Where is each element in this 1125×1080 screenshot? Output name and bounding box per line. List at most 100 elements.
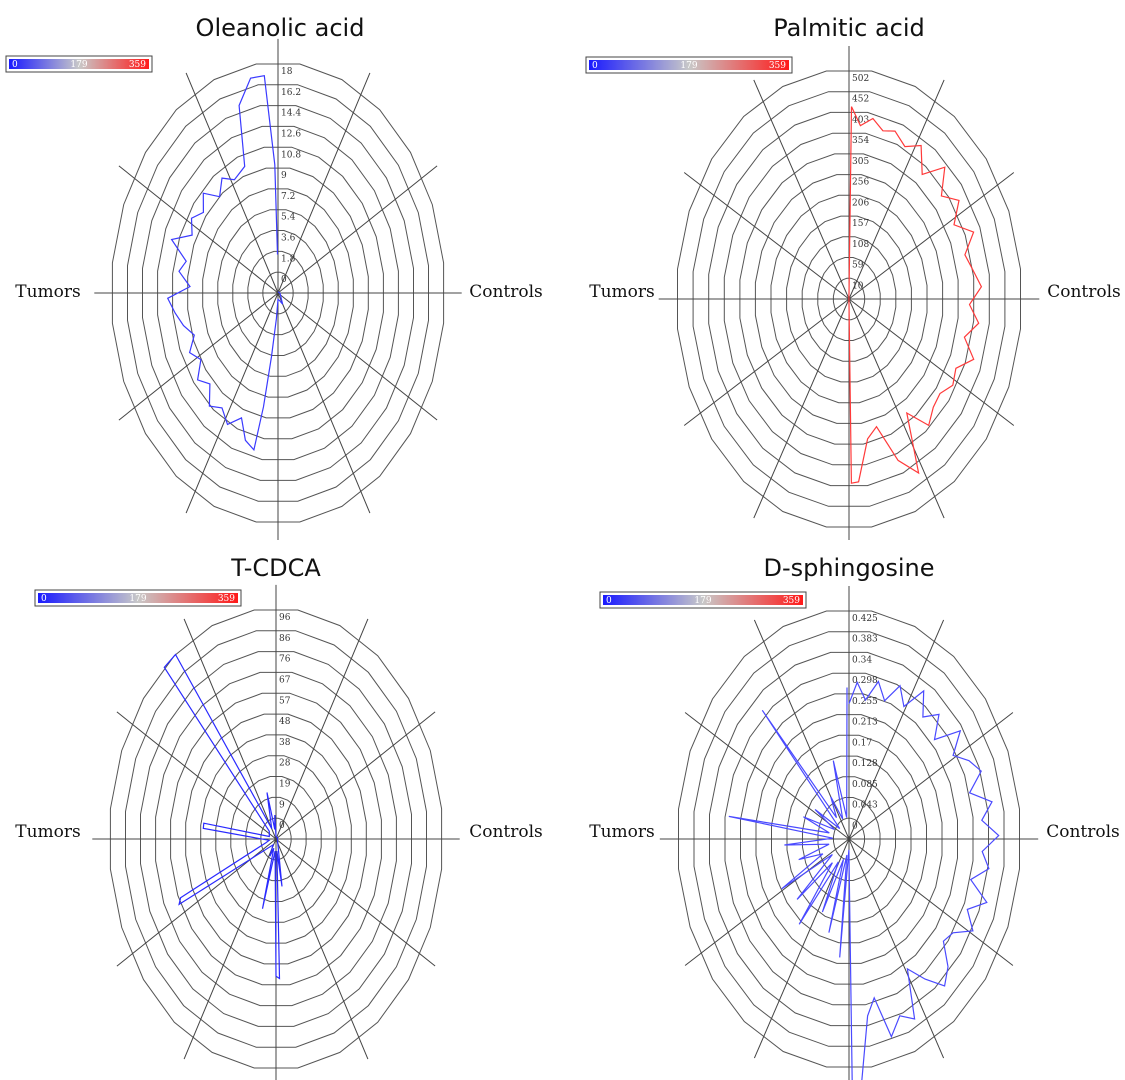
grid-spoke: [848, 838, 945, 1059]
grid-spoke: [684, 838, 850, 966]
radar-chart-oleanolic-acid: Oleanolic acid 0 179 359 1816.214.412.61…: [5, 14, 543, 540]
grid-ring: [802, 776, 896, 902]
colorbar-min-label: 0: [606, 596, 612, 606]
grid-spoke: [684, 712, 850, 840]
grid-spoke: [848, 298, 1015, 426]
radial-tick-label: 57: [279, 696, 291, 706]
grid-spoke: [683, 298, 850, 426]
grid-ring: [771, 734, 927, 944]
radial-tick-label: 28: [279, 759, 291, 769]
radial-tick-label: 256: [852, 178, 869, 188]
radial-tick-label: 1.8: [281, 254, 296, 264]
grid-ring: [709, 651, 989, 1027]
grid-ring: [262, 271, 294, 315]
grid-ring: [125, 630, 427, 1048]
radial-tick-label: 0.255: [852, 697, 878, 707]
polar-spokes: [92, 584, 460, 1080]
polar-grid: [109, 609, 443, 1069]
colorbar: 0 179 359: [585, 56, 793, 74]
grid-ring: [217, 209, 339, 377]
radial-tick-label: 14.4: [281, 109, 301, 119]
colorbar: 0 179 359: [599, 591, 807, 609]
data-series-line: [728, 680, 1000, 1080]
grid-ring: [109, 609, 443, 1069]
grid-spoke: [116, 711, 277, 840]
radar-chart-d-sphingosine: D-sphingosine 0 179 359 0.4250.3830.340.…: [589, 554, 1120, 1080]
radial-tick-label: 108: [852, 240, 869, 250]
grid-ring: [755, 714, 943, 964]
grid-ring: [678, 610, 1020, 1068]
grid-spoke: [118, 165, 279, 294]
polar-grid: [111, 63, 445, 523]
data-series-line: [166, 74, 284, 452]
colorbar-min-label: 0: [41, 594, 47, 604]
grid-spoke: [848, 712, 1014, 840]
grid-spoke: [275, 618, 369, 840]
radar-panel-palmitic-acid: Palmitic acid 0 179 359 502 452 403 354 305 2…: [563, 0, 1125, 540]
right-group-label: Controls: [1046, 822, 1120, 842]
grid-spoke: [753, 79, 850, 300]
radar-panel-oleanolic-acid: Oleanolic acid 0 179 359 18 16.2 14.4 12.6 1…: [0, 0, 562, 540]
polar-spokes: [94, 38, 462, 540]
chart-title: Palmitic acid: [773, 14, 925, 42]
grid-ring: [140, 651, 412, 1027]
grid-spoke: [185, 72, 279, 294]
grid-ring: [200, 734, 352, 944]
radial-tick-label: 0.043: [852, 801, 878, 811]
radial-tick-label: 0.34: [852, 655, 872, 665]
radial-tick-label: 18: [281, 67, 293, 77]
grid-spoke: [118, 292, 279, 421]
grid-spoke: [277, 292, 371, 514]
grid-spoke: [753, 298, 850, 519]
grid-spoke: [277, 72, 371, 294]
grid-spoke: [848, 619, 945, 840]
radial-tick-label: 305: [852, 157, 869, 167]
polar-spokes: [659, 586, 1039, 1080]
colorbar-min-label: 0: [592, 61, 598, 71]
grid-spoke: [848, 838, 1014, 966]
grid-ring: [740, 693, 958, 985]
grid-ring: [172, 146, 384, 440]
grid-ring: [230, 776, 322, 902]
grid-spoke: [275, 711, 436, 840]
radial-tick-label: 0.425: [852, 614, 878, 624]
radial-tick-labels: 0.425 0.383 0.34 0.298 0.255 0.213 0.17 0.128 0.…: [852, 614, 878, 831]
grid-ring: [754, 174, 944, 424]
colorbar-max-label: 359: [783, 596, 800, 606]
grid-spoke: [683, 172, 850, 300]
polar-grid: [677, 70, 1021, 528]
grid-ring: [157, 125, 399, 461]
grid-ring: [739, 153, 959, 445]
grid-spoke: [183, 618, 277, 840]
radial-tick-label: 502: [852, 74, 869, 84]
grid-ring: [127, 84, 429, 502]
colorbar-max-label: 359: [769, 61, 786, 71]
grid-ring: [245, 796, 307, 882]
radial-tick-label: 59: [852, 261, 864, 271]
colorbar-mid-label: 179: [129, 594, 146, 604]
colorbar-gradient: [9, 59, 149, 69]
right-group-label: Controls: [1047, 282, 1121, 302]
radial-tick-label: 16.2: [281, 88, 301, 98]
radar-chart-palmitic-acid: Palmitic acid 0 179 359 502 452 403 354 305 2…: [585, 14, 1121, 540]
grid-ring: [708, 111, 990, 487]
left-group-label: Tumors: [15, 282, 81, 302]
grid-spoke: [277, 165, 438, 294]
radial-tick-label: 0.085: [852, 780, 878, 790]
polar-spokes: [658, 46, 1040, 540]
radial-tick-label: 96: [279, 613, 291, 623]
grid-spoke: [275, 838, 436, 967]
grid-spoke: [275, 838, 369, 1060]
radar-panel-t-cdca: T-CDCA 0 179 359 96 86 76 67 57 48 38 28 19 9 0 Tu…: [0, 540, 562, 1080]
radial-tick-label: 10: [852, 281, 864, 291]
radial-tick-label: 0.17: [852, 738, 872, 748]
grid-ring: [786, 755, 912, 923]
radial-tick-label: 67: [279, 675, 291, 685]
grid-ring: [693, 631, 1005, 1047]
grid-ring: [142, 105, 414, 481]
radial-tick-label: 86: [279, 634, 291, 644]
grid-spoke: [277, 292, 438, 421]
chart-title: Oleanolic acid: [196, 14, 365, 42]
radial-tick-labels: 18 16.2 14.4 12.6 10.8 9 7.2 5.4 3.6 1.8 0: [281, 67, 301, 285]
left-group-label: Tumors: [589, 822, 655, 842]
